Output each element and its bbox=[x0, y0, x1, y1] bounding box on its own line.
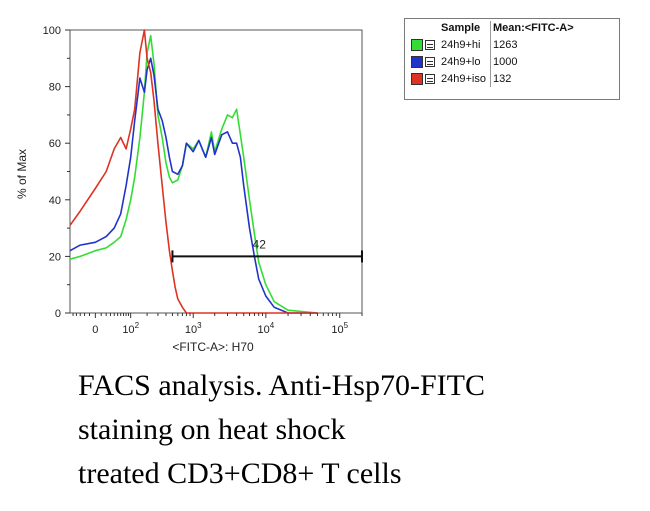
series-line-24h9+iso bbox=[69, 29, 318, 314]
x-tick-label: 104 bbox=[257, 321, 274, 336]
color-swatch-icon bbox=[411, 38, 423, 51]
legend-header-icons bbox=[409, 21, 439, 36]
y-tick-label: 40 bbox=[49, 195, 61, 207]
plot-frame bbox=[69, 29, 363, 314]
x-tick-label: 105 bbox=[331, 321, 348, 336]
x-axis-label: <FITC-A>: H70 bbox=[172, 340, 254, 354]
y-tick-label: 20 bbox=[49, 251, 61, 263]
caption-line: staining on heat shock bbox=[78, 413, 346, 446]
legend-icons bbox=[409, 36, 439, 53]
legend-row[interactable]: 24h9+iso 132 bbox=[409, 70, 578, 87]
legend-header-mean: Mean:<FITC-A> bbox=[489, 21, 578, 36]
legend-row[interactable]: 24h9+hi 1263 bbox=[409, 36, 578, 53]
legend-table: Sample Mean:<FITC-A> 24h9+hi 1263 24h9+l… bbox=[409, 21, 578, 87]
layer-toggle-icon[interactable] bbox=[425, 73, 435, 84]
legend-icons bbox=[409, 53, 439, 70]
y-tick-label: 0 bbox=[55, 308, 61, 320]
legend-mean-value: 1000 bbox=[489, 53, 578, 70]
color-swatch-icon bbox=[411, 55, 423, 68]
gate-label: 42 bbox=[253, 237, 267, 251]
color-swatch-icon bbox=[411, 72, 423, 85]
legend-icons bbox=[409, 70, 439, 87]
histogram-chart: 42 0 20 40 60 80 100 0 102 103 104 105 % of Max <F… bbox=[15, 25, 363, 354]
plot-area bbox=[69, 29, 363, 314]
y-tick-label: 80 bbox=[49, 82, 61, 94]
axis-layer: 0 20 40 60 80 100 0 102 103 104 105 bbox=[43, 25, 363, 336]
y-tick-label: 60 bbox=[49, 138, 61, 150]
legend-mean-value: 1263 bbox=[489, 36, 578, 53]
caption-line: treated CD3+CD8+ T cells bbox=[78, 457, 402, 490]
legend-mean-value: 132 bbox=[489, 70, 578, 87]
layer-toggle-icon[interactable] bbox=[425, 56, 435, 67]
layer-toggle-icon[interactable] bbox=[425, 39, 435, 50]
series-layer bbox=[69, 29, 318, 314]
caption-line: FACS analysis. Anti-Hsp70-FITC bbox=[78, 369, 485, 402]
gate-layer: 42 bbox=[171, 237, 363, 263]
x-tick-label: 102 bbox=[122, 321, 139, 336]
legend-header-sample: Sample bbox=[441, 22, 481, 34]
legend-sample-name: 24h9+hi bbox=[441, 38, 481, 51]
legend-row[interactable]: 24h9+lo 1000 bbox=[409, 53, 578, 70]
series-line-24h9+lo bbox=[69, 57, 318, 314]
legend: Sample Mean:<FITC-A> 24h9+hi 1263 24h9+l… bbox=[404, 18, 620, 100]
series-line-24h9+hi bbox=[69, 34, 318, 314]
figure-caption: FACS analysis. Anti-Hsp70-FITC staining … bbox=[78, 364, 643, 496]
y-axis-label: % of Max bbox=[15, 149, 29, 199]
y-tick-label: 100 bbox=[43, 25, 61, 37]
legend-header-row: Sample Mean:<FITC-A> bbox=[409, 21, 578, 36]
legend-sample-name: 24h9+lo bbox=[441, 55, 481, 68]
legend-sample-name: 24h9+iso bbox=[441, 72, 486, 85]
x-tick-label: 0 bbox=[92, 324, 98, 336]
x-tick-label: 103 bbox=[185, 321, 202, 336]
